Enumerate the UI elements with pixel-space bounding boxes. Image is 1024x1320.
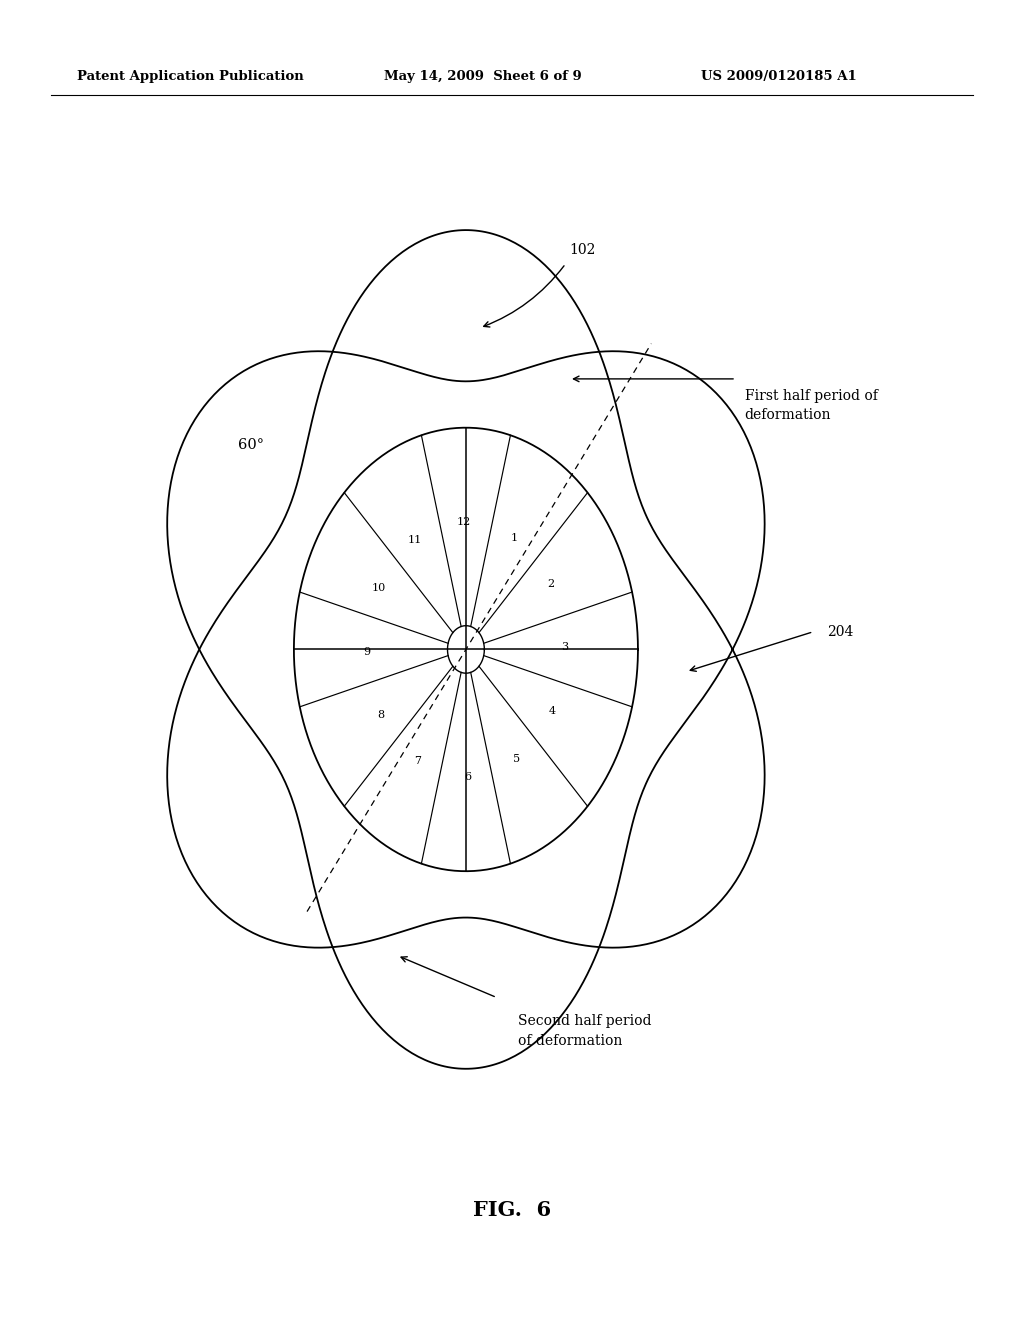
Text: US 2009/0120185 A1: US 2009/0120185 A1 bbox=[701, 70, 857, 83]
Text: 2: 2 bbox=[547, 578, 554, 589]
Text: 4: 4 bbox=[549, 706, 556, 717]
Text: 11: 11 bbox=[408, 535, 422, 545]
Text: Second half period
of deformation: Second half period of deformation bbox=[517, 1014, 651, 1048]
Text: May 14, 2009  Sheet 6 of 9: May 14, 2009 Sheet 6 of 9 bbox=[384, 70, 582, 83]
Text: 6: 6 bbox=[464, 772, 471, 783]
Text: 60°: 60° bbox=[238, 438, 264, 453]
Text: 102: 102 bbox=[569, 243, 596, 257]
Text: 8: 8 bbox=[378, 710, 385, 721]
Text: 3: 3 bbox=[561, 643, 568, 652]
Text: 1: 1 bbox=[510, 533, 517, 543]
Text: Patent Application Publication: Patent Application Publication bbox=[77, 70, 303, 83]
Text: 204: 204 bbox=[827, 624, 854, 639]
Text: First half period of
deformation: First half period of deformation bbox=[744, 389, 878, 422]
Text: 10: 10 bbox=[372, 582, 386, 593]
Text: 5: 5 bbox=[513, 754, 520, 764]
Text: 9: 9 bbox=[364, 647, 371, 656]
Text: FIG.  6: FIG. 6 bbox=[473, 1200, 551, 1221]
Text: 12: 12 bbox=[457, 516, 471, 527]
Text: 7: 7 bbox=[415, 756, 422, 766]
